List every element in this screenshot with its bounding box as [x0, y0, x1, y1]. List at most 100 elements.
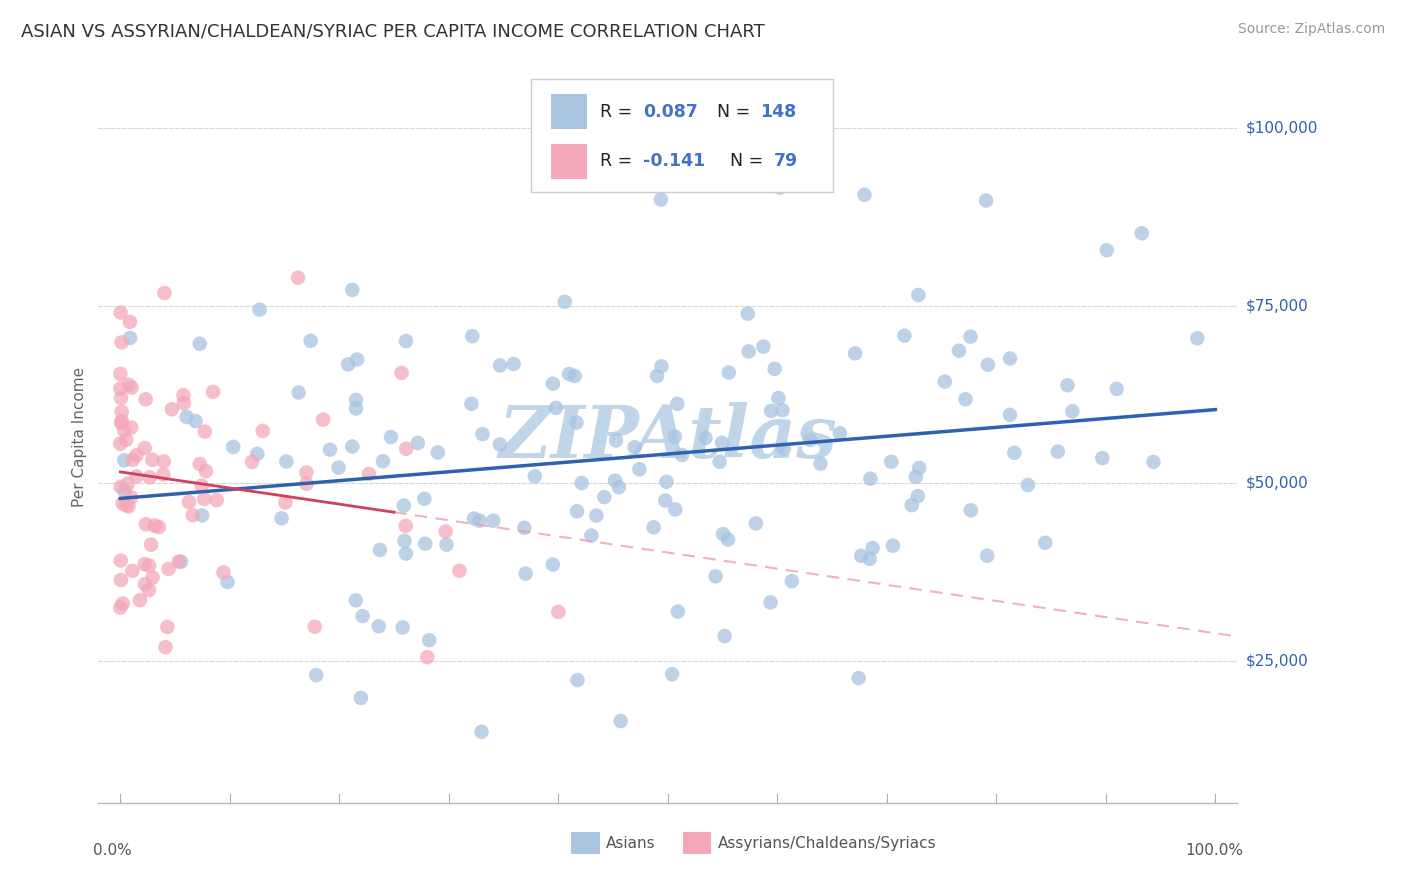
Point — [143, 518, 166, 533]
Point — [346, 352, 368, 367]
Point — [585, 508, 607, 523]
Point — [110, 382, 132, 396]
Point — [312, 412, 335, 426]
Point — [134, 557, 156, 571]
Point — [610, 173, 633, 187]
Point — [880, 455, 903, 469]
Point — [139, 538, 162, 552]
Point — [240, 455, 263, 469]
Point — [998, 408, 1021, 422]
Point — [125, 448, 148, 462]
Point — [110, 553, 132, 567]
Point — [193, 491, 215, 506]
Point — [195, 464, 218, 478]
Point — [181, 508, 204, 523]
Point — [770, 403, 793, 417]
Point — [173, 396, 195, 410]
Point — [605, 434, 627, 448]
Point — [650, 359, 672, 374]
Point — [287, 385, 309, 400]
Point — [110, 573, 132, 587]
Point — [337, 358, 360, 372]
Point — [489, 359, 512, 373]
Point — [470, 724, 492, 739]
Point — [120, 490, 142, 504]
FancyBboxPatch shape — [551, 94, 586, 129]
Point — [287, 270, 309, 285]
Point — [772, 442, 794, 456]
Point — [155, 640, 177, 655]
Point — [554, 294, 576, 309]
Point — [212, 566, 235, 580]
Point — [541, 376, 564, 391]
Point — [111, 597, 134, 611]
Point — [565, 416, 588, 430]
Point — [138, 470, 160, 484]
Point — [371, 454, 394, 468]
Point — [544, 401, 567, 415]
Point — [851, 549, 873, 563]
Point — [655, 475, 678, 489]
Point — [907, 288, 929, 302]
Point — [664, 502, 686, 516]
Point — [117, 500, 139, 514]
Point — [167, 555, 190, 569]
Point — [202, 384, 225, 399]
Point — [853, 187, 876, 202]
Point — [661, 667, 683, 681]
Point — [859, 472, 882, 486]
Point — [717, 533, 740, 547]
Point — [111, 414, 134, 428]
Point — [110, 305, 132, 319]
Point — [222, 440, 245, 454]
Point — [948, 343, 970, 358]
Text: 79: 79 — [773, 153, 797, 170]
Point — [367, 619, 389, 633]
Point — [959, 329, 981, 343]
Point — [1095, 243, 1118, 257]
Point — [426, 445, 449, 459]
Point — [110, 335, 132, 350]
Point — [828, 426, 851, 441]
Point — [194, 425, 217, 439]
Point — [205, 493, 228, 508]
Point — [188, 457, 211, 471]
Text: Asians: Asians — [606, 836, 657, 851]
Point — [191, 508, 214, 523]
Point — [141, 452, 163, 467]
Point — [515, 566, 537, 581]
Point — [482, 514, 505, 528]
Point — [907, 489, 929, 503]
Point — [1062, 404, 1084, 418]
Text: 148: 148 — [761, 103, 796, 120]
Point — [609, 714, 631, 728]
Point — [121, 452, 143, 467]
Point — [295, 476, 318, 491]
Point — [998, 351, 1021, 366]
Point — [737, 344, 759, 359]
Point — [112, 483, 135, 498]
Point — [413, 491, 436, 506]
Point — [623, 440, 645, 454]
Point — [547, 605, 569, 619]
Point — [759, 595, 782, 609]
Point — [413, 537, 436, 551]
Point — [471, 427, 494, 442]
Point — [1002, 446, 1025, 460]
Point — [152, 454, 174, 468]
Point — [395, 519, 418, 533]
Point — [571, 476, 593, 491]
Point — [645, 368, 668, 383]
Point — [395, 334, 418, 348]
Point — [709, 455, 731, 469]
Y-axis label: Per Capita Income: Per Capita Income — [72, 367, 87, 508]
Point — [121, 380, 143, 394]
Point — [153, 285, 176, 300]
FancyBboxPatch shape — [531, 78, 832, 192]
Point — [217, 575, 239, 590]
Point — [172, 388, 194, 402]
Point — [565, 504, 588, 518]
Point — [704, 569, 727, 583]
Point — [654, 493, 676, 508]
Point — [249, 302, 271, 317]
